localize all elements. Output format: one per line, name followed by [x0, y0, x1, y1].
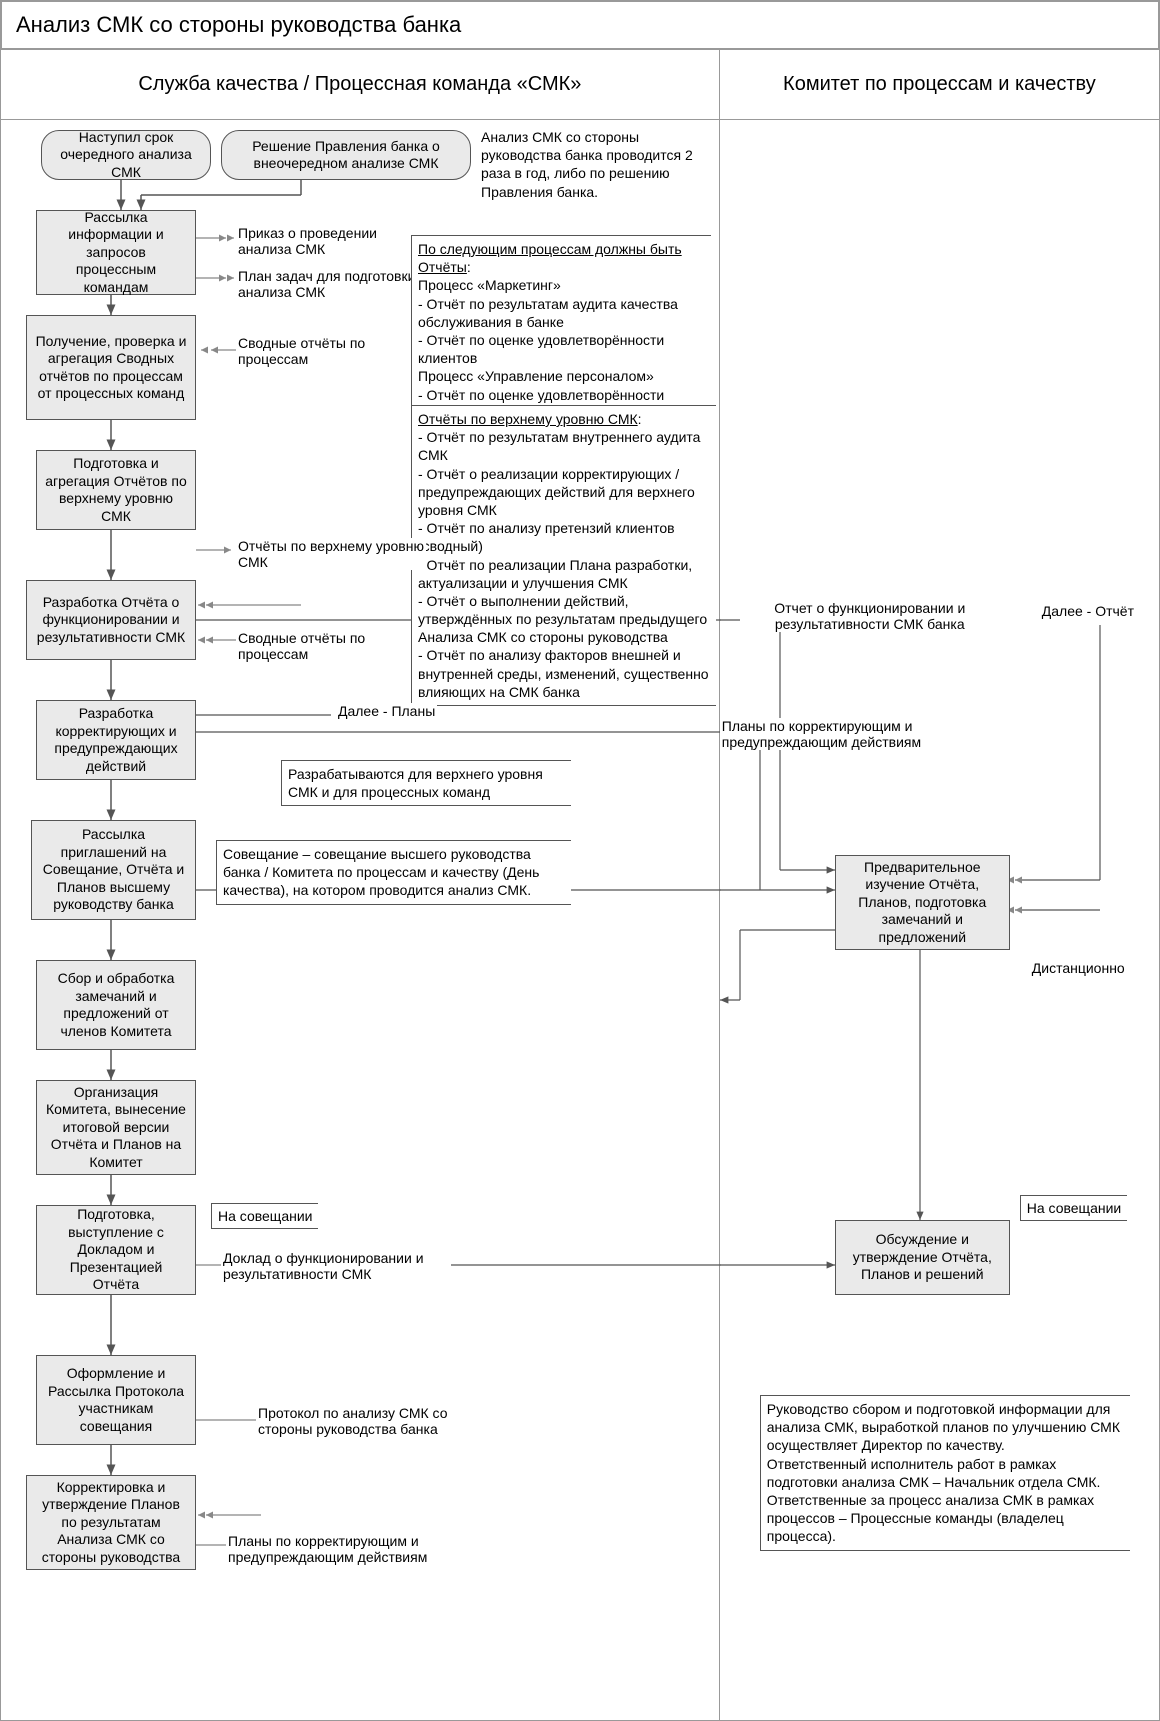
- note-n3-body: - Отчёт по результатам внутреннего аудит…: [418, 429, 709, 700]
- label-order: Приказ о проведении анализа СМК: [236, 225, 436, 257]
- lane-body-right: Отчет о функционировании и результативно…: [720, 120, 1159, 1720]
- label-dalee-plany: Далее - Планы: [336, 703, 437, 719]
- diagram-title: Анализ СМК со стороны руководства банка: [1, 1, 1159, 49]
- label-top-reports: Отчёты по верхнему уровню СМК: [236, 538, 426, 570]
- label-at-meeting: На совещании: [211, 1203, 318, 1229]
- note-responsibility: Руководство сбором и подготовкой информа…: [760, 1395, 1130, 1551]
- label-plans-corr: Планы по корректирующим и предупреждающи…: [226, 1533, 456, 1565]
- note-meeting: Совещание – совещание высшего руководств…: [216, 840, 571, 905]
- note-n2-title: По следующим процессам должны быть Отчёт…: [418, 241, 682, 275]
- diagram-frame: Анализ СМК со стороны руководства банка …: [0, 0, 1160, 1721]
- box-p8: Организация Комитета, вынесение итоговой…: [36, 1080, 196, 1175]
- label-doklad: Доклад о функционировании и результативн…: [221, 1250, 451, 1282]
- box-p6: Рассылка приглашений на Совещание, Отчёт…: [31, 820, 196, 920]
- box-p7: Сбор и обработка замечаний и предложений…: [36, 960, 196, 1050]
- note-developed-for: Разрабатываются для верхнего уровня СМК …: [281, 760, 571, 806]
- lane-header-right: Комитет по процессам и качеству: [720, 50, 1159, 120]
- label-plans2: Планы по корректирующим и предупреждающи…: [720, 718, 980, 750]
- box-p2: Получение, проверка и агрегация Сводных …: [26, 315, 196, 420]
- lane-committee: Комитет по процессам и качеству: [720, 50, 1159, 1720]
- label-remote: Дистанционно: [1030, 960, 1127, 976]
- box-p9: Подготовка, выступление с Докладом и Пре…: [36, 1205, 196, 1295]
- label-svodnye: Сводные отчёты по процессам: [236, 335, 396, 367]
- box-p11: Корректировка и утверждение Планов по ре…: [26, 1475, 196, 1570]
- label-report-bank: Отчет о функционировании и результативно…: [740, 600, 1000, 632]
- start-scheduled: Наступил срок очередного анализа СМК: [41, 130, 211, 180]
- box-r2: Обсуждение и утверждение Отчёта, Планов …: [835, 1220, 1010, 1295]
- label-at-meeting2: На совещании: [1020, 1195, 1127, 1221]
- box-p4: Разработка Отчёта о функционировании и р…: [26, 580, 196, 660]
- lane-body-left: Наступил срок очередного анализа СМК Реш…: [1, 120, 719, 1720]
- box-p3: Подготовка и агрегация Отчётов по верхне…: [36, 450, 196, 530]
- swimlane-pool: Служба качества / Процессная команда «СМ…: [1, 49, 1159, 1720]
- note-n3-title: Отчёты по верхнему уровню СМК: [418, 411, 638, 427]
- box-p1: Рассылка информации и запросов процессны…: [36, 210, 196, 295]
- label-svodnye2: Сводные отчёты по процессам: [236, 630, 396, 662]
- note-n3: Отчёты по верхнему уровню СМК:- Отчёт по…: [411, 405, 716, 706]
- label-protocol: Протокол по анализу СМК со стороны руков…: [256, 1405, 496, 1437]
- box-r1: Предварительное изучение Отчёта, Планов,…: [835, 855, 1010, 950]
- start-decision: Решение Правления банка о внеочередном а…: [221, 130, 471, 180]
- label-dalee-report: Далее - Отчёт: [1040, 603, 1136, 619]
- lane-header-left: Служба качества / Процессная команда «СМ…: [1, 50, 719, 120]
- note-frequency: Анализ СМК со стороны руководства банка …: [481, 128, 711, 201]
- box-p5: Разработка корректирующих и предупреждаю…: [36, 700, 196, 780]
- box-p10: Оформление и Рассылка Протокола участник…: [36, 1355, 196, 1445]
- lane-quality-service: Служба качества / Процессная команда «СМ…: [1, 50, 720, 1720]
